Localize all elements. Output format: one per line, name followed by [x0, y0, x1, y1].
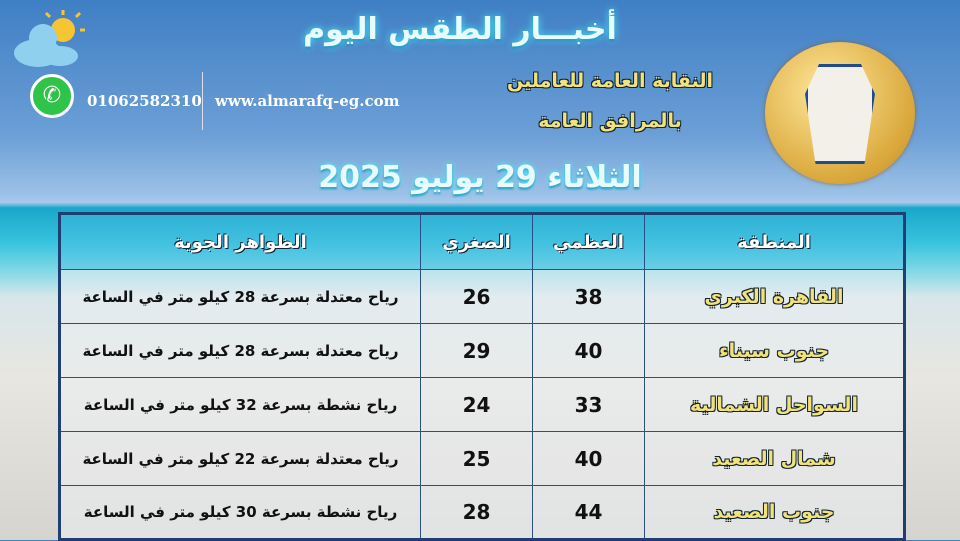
max-temp-cell: 40 — [532, 323, 645, 378]
region-cell: القاهرة الكبري — [644, 269, 905, 324]
weather-table: المنطقة العظمي الصغري الظواهر الجوية الق… — [58, 212, 906, 541]
union-name-line2: بالمرافق العامة — [538, 110, 682, 132]
table-row: جنوب سيناء 40 29 رياح معتدلة بسرعة 28 كيلو … — [59, 323, 905, 378]
max-temp-cell: 40 — [532, 431, 645, 486]
table-row: القاهرة الكبري 38 26 رياح معتدلة بسرعة 28 ك… — [59, 269, 905, 324]
max-temp-cell: 38 — [532, 269, 645, 324]
table-header-row: المنطقة العظمي الصغري الظواهر الجوية — [59, 213, 905, 270]
divider — [202, 72, 203, 130]
page-title: أخبـــار الطقس اليوم — [303, 12, 617, 47]
table-row: جنوب الصعيد 44 28 رياح نشطة بسرعة 30 كيلو م… — [59, 485, 905, 540]
region-cell: السواحل الشمالية — [644, 377, 905, 432]
date-heading: الثلاثاء 29 يوليو 2025 — [318, 160, 642, 195]
website-link[interactable]: www.almarafq-eg.com — [215, 92, 400, 110]
region-cell: شمال الصعيد — [644, 431, 905, 486]
union-logo — [765, 42, 915, 184]
max-temp-cell: 44 — [532, 485, 645, 540]
region-cell: جنوب الصعيد — [644, 485, 905, 540]
header-max: العظمي — [532, 213, 645, 270]
sun-cloud-icon — [14, 10, 85, 67]
min-temp-cell: 26 — [420, 269, 533, 324]
header-weather: الظواهر الجوية — [59, 213, 421, 270]
table-row: السواحل الشمالية 33 24 رياح نشطة بسرعة 32 ك… — [59, 377, 905, 432]
header-min: الصغري — [420, 213, 533, 270]
max-temp-cell: 33 — [532, 377, 645, 432]
whatsapp-icon: ✆ — [30, 74, 74, 118]
weather-cell: رياح معتدلة بسرعة 22 كيلو متر في الساعة — [59, 431, 421, 486]
min-temp-cell: 29 — [420, 323, 533, 378]
region-cell: جنوب سيناء — [644, 323, 905, 378]
weather-cell: رياح نشطة بسرعة 32 كيلو متر في الساعة — [59, 377, 421, 432]
table-row: شمال الصعيد 40 25 رياح معتدلة بسرعة 22 كيلو… — [59, 431, 905, 486]
min-temp-cell: 25 — [420, 431, 533, 486]
min-temp-cell: 24 — [420, 377, 533, 432]
phone-number: 01062582310 — [87, 92, 202, 110]
header-region: المنطقة — [644, 213, 905, 270]
union-name-line1: النقابة العامة للعاملين — [506, 70, 713, 92]
weather-cell: رياح نشطة بسرعة 30 كيلو متر في الساعة — [59, 485, 421, 540]
weather-cell: رياح معتدلة بسرعة 28 كيلو متر في الساعة — [59, 323, 421, 378]
weather-cell: رياح معتدلة بسرعة 28 كيلو متر في الساعة — [59, 269, 421, 324]
min-temp-cell: 28 — [420, 485, 533, 540]
